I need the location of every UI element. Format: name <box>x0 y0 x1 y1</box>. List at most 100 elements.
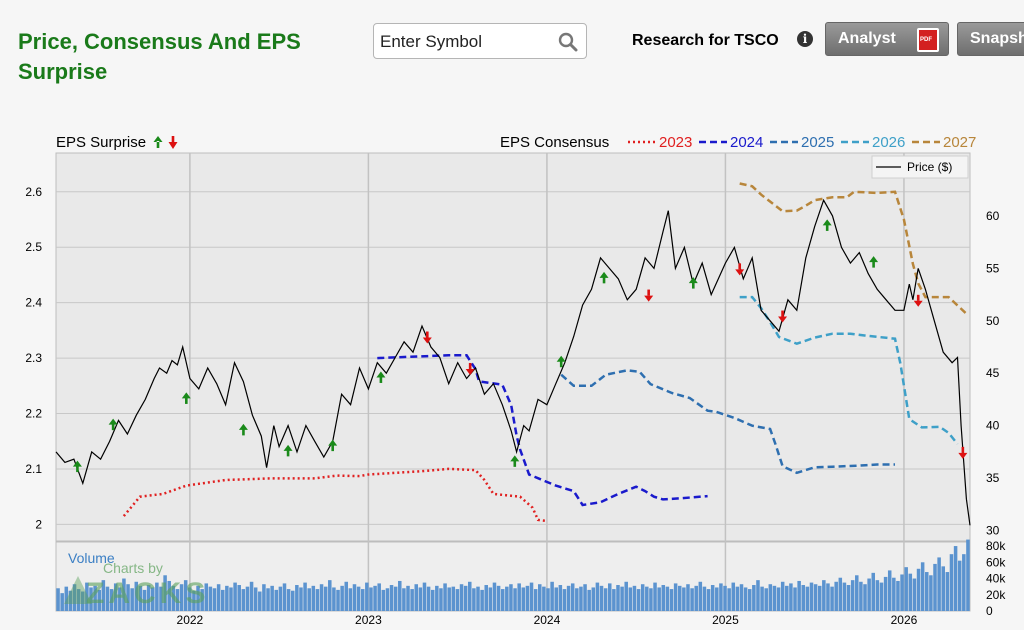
volume-bar <box>698 581 703 611</box>
volume-bar <box>422 582 427 611</box>
volume-bar <box>60 593 64 611</box>
volume-bar <box>196 585 200 611</box>
volume-bar <box>575 588 579 611</box>
surprise-up-arrow <box>510 455 520 467</box>
legend-label-2026: 2026 <box>872 134 905 151</box>
volume-bar <box>743 587 748 611</box>
surprise-down-arrow <box>422 331 432 344</box>
snapshot-button-label: Snapshot <box>970 30 1024 47</box>
pdf-icon: PDF <box>917 28 939 52</box>
surprise-up-arrow <box>108 418 118 431</box>
volume-bar <box>665 586 670 611</box>
volume-bar <box>290 590 295 611</box>
volume-bar <box>706 589 711 611</box>
volume-bar <box>365 582 369 611</box>
volume-bar <box>348 588 353 611</box>
price-legend-box <box>871 155 969 179</box>
volume-bar <box>863 584 867 611</box>
volume-bar <box>776 587 781 611</box>
volume-bar <box>645 586 649 611</box>
analyst-button-label: Analyst <box>838 30 896 47</box>
volume-bar <box>344 581 349 611</box>
volume-bar <box>468 581 472 611</box>
volume-bar <box>546 588 550 611</box>
volume-bar <box>402 588 406 611</box>
volume-bar <box>513 588 517 611</box>
symbol-search-box[interactable] <box>373 23 587 59</box>
eps-axis-tick-label: 2.3 <box>25 351 42 365</box>
volume-bar <box>628 587 633 611</box>
research-label: Research for TSCO <box>632 32 779 49</box>
volume-bar <box>381 589 386 611</box>
legend-label-2025: 2025 <box>801 134 834 151</box>
volume-bar <box>933 563 937 611</box>
volume-bar <box>715 587 719 611</box>
volume-bar <box>686 584 690 611</box>
search-icon[interactable] <box>558 32 578 52</box>
surprise-down-arrow <box>465 362 475 375</box>
surprise-up-arrow <box>556 355 566 368</box>
eps-axis-tick-label: 2.4 <box>25 296 42 310</box>
volume-bar <box>426 586 431 611</box>
volume-bar <box>883 576 888 611</box>
volume-bar <box>410 589 414 611</box>
volume-bar <box>793 587 797 611</box>
volume-bar <box>780 581 785 611</box>
volume-bar <box>229 587 233 611</box>
volume-bar <box>735 586 740 611</box>
volume-bar <box>443 583 447 611</box>
volume-bar <box>731 582 736 611</box>
volume-bar <box>916 568 921 611</box>
volume-bar <box>480 589 484 611</box>
price-axis-tick-label: 40 <box>986 419 1000 433</box>
x-axis-tick-label: 2025 <box>712 613 739 627</box>
volume-bar <box>624 581 628 611</box>
surprise-up-arrow <box>869 256 879 268</box>
volume-bar <box>871 572 876 611</box>
price-axis-tick-label: 55 <box>986 261 1000 275</box>
volume-bar <box>937 557 941 611</box>
volume-bar <box>274 589 279 611</box>
volume-bar <box>459 584 464 611</box>
surprise-up-legend-icon <box>153 136 163 148</box>
volume-bar <box>360 589 365 611</box>
volume-bar <box>68 590 73 611</box>
volume-bar <box>760 586 764 611</box>
volume-bar <box>85 582 89 611</box>
volume-bar <box>912 578 917 611</box>
volume-bar <box>340 585 344 611</box>
volume-bar <box>785 585 789 611</box>
volume-bar <box>241 589 246 611</box>
symbol-search-input[interactable] <box>380 31 550 53</box>
volume-bar <box>710 585 715 611</box>
snapshot-button[interactable]: Snapshot <box>957 22 1024 56</box>
volume-bar <box>867 578 871 611</box>
volume-bar <box>900 574 904 611</box>
volume-axis-tick-label: 60k <box>986 555 1006 569</box>
legend-label-2024: 2024 <box>730 134 763 151</box>
eps-axis-tick-label: 2.5 <box>25 240 42 254</box>
volume-bar <box>702 586 707 611</box>
volume-bar <box>237 585 241 611</box>
volume-bar <box>455 589 460 611</box>
volume-bar <box>826 583 830 611</box>
analyst-report-button[interactable]: Analyst PDF <box>825 22 949 56</box>
info-icon[interactable]: i <box>797 31 813 47</box>
volume-bar <box>669 589 674 611</box>
volume-bar <box>253 587 258 611</box>
volume-bar <box>727 588 731 611</box>
volume-bar <box>492 582 497 611</box>
volume-bar <box>640 584 645 611</box>
volume-bar <box>303 582 307 611</box>
volume-bar <box>385 588 390 611</box>
volume-bar <box>941 566 945 611</box>
volume-bar <box>554 587 558 611</box>
volume-axis-tick-label: 80k <box>986 539 1006 553</box>
volume-bar <box>307 588 311 611</box>
surprise-down-arrow <box>958 446 968 459</box>
volume-bar <box>109 589 114 611</box>
volume-bar <box>150 587 155 611</box>
volume-bar <box>377 583 381 611</box>
volume-bar <box>373 585 377 611</box>
volume-bar <box>249 581 254 611</box>
